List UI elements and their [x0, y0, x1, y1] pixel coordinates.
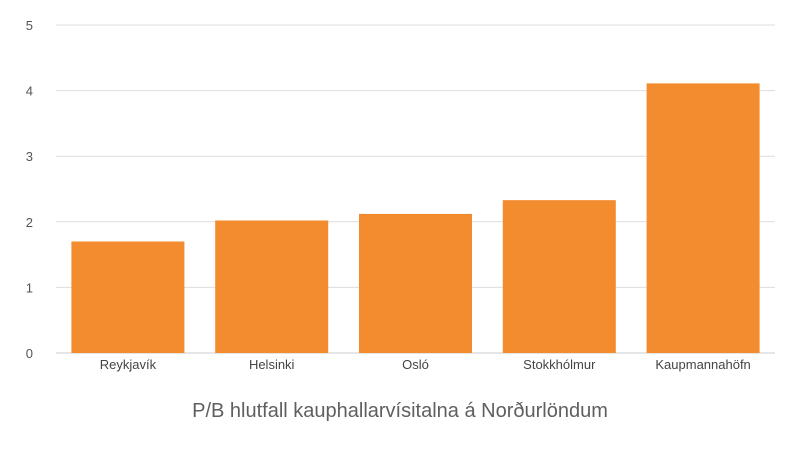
y-tick-label: 4 [26, 84, 33, 99]
x-tick-label: Stokkhólmur [523, 357, 596, 372]
y-tick-label: 5 [26, 18, 33, 33]
bar [646, 83, 760, 353]
bar [359, 213, 472, 353]
bar-chart: 0 1 2 3 4 5 Reykjavík Helsinki Osló Stokkhólmur K… [26, 18, 775, 372]
y-tick-label: 1 [26, 280, 33, 295]
x-axis: Reykjavík Helsinki Osló Stokkhólmur Kaupmann… [100, 357, 751, 372]
bar [215, 220, 329, 353]
x-tick-label: Osló [402, 357, 429, 372]
y-axis: 0 1 2 3 4 5 [26, 18, 33, 361]
y-tick-label: 2 [26, 215, 33, 230]
bar [71, 241, 185, 353]
bar [502, 200, 616, 353]
bars [71, 83, 760, 353]
chart-title: P/B hlutfall kauphallarvísitalna á Norðu… [192, 400, 608, 422]
x-tick-label: Reykjavík [100, 357, 157, 372]
x-tick-label: Helsinki [249, 357, 295, 372]
y-tick-label: 3 [26, 149, 33, 164]
y-tick-label: 0 [26, 346, 33, 361]
x-tick-label: Kaupmannahöfn [655, 357, 750, 372]
